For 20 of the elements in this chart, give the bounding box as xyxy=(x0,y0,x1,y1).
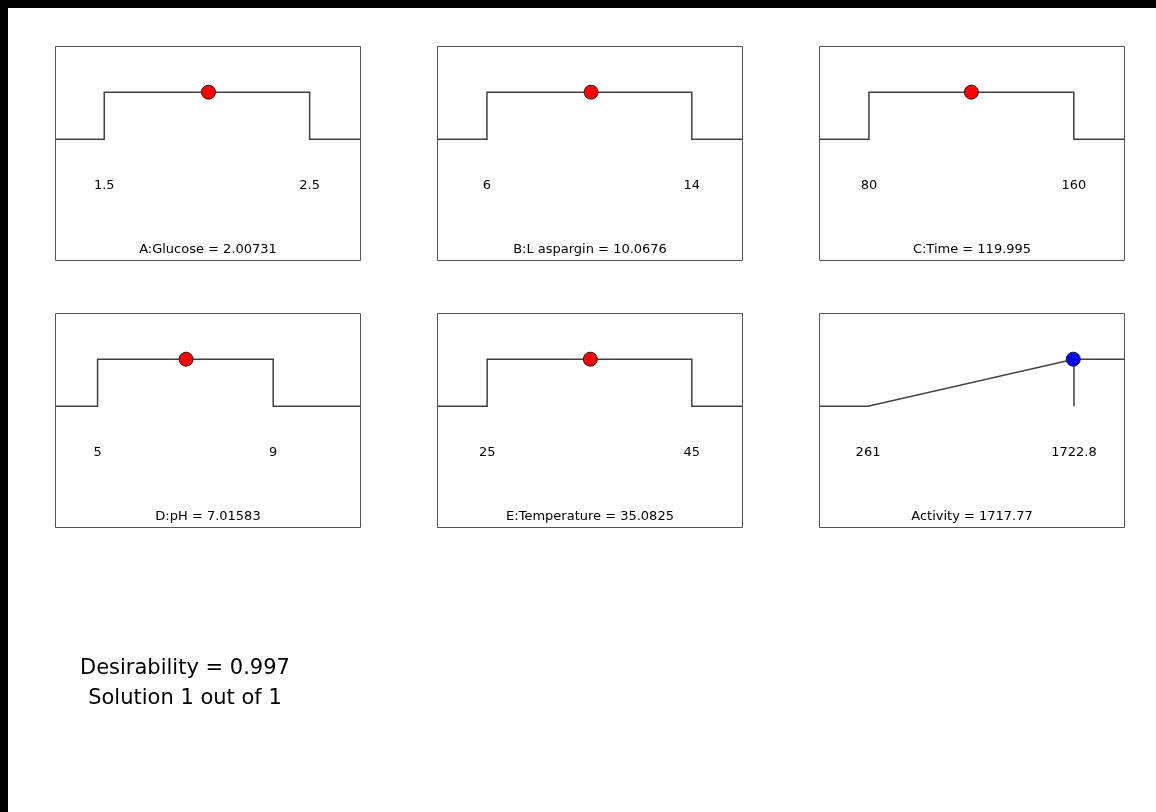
x-tick-label: 9 xyxy=(269,443,278,459)
x-axis-title: C:Time = 119.995 xyxy=(912,240,1032,256)
x-tick-label: 14 xyxy=(683,176,701,192)
x-tick-label: 1.5 xyxy=(93,176,115,192)
x-axis-title: A:Glucose = 2.00731 xyxy=(139,240,277,256)
x-tick-label: 2.5 xyxy=(299,176,320,192)
x-axis-title: Activity = 1717.77 xyxy=(911,507,1033,523)
x-tick-label: 25 xyxy=(478,443,496,459)
text: Solution 1 out of 1 xyxy=(87,684,283,711)
x-tick-label: 1722.8 xyxy=(1051,443,1097,459)
x-tick-label: 6 xyxy=(482,176,492,192)
text: Desirability = 0.997 xyxy=(80,654,290,681)
x-tick-label: 5 xyxy=(93,443,102,459)
x-axis-title: B:L aspargin = 10.0676 xyxy=(513,240,667,256)
x-axis-title: D:pH = 7.01583 xyxy=(155,507,261,523)
x-tick-label: 45 xyxy=(683,443,701,459)
x-tick-label: 160 xyxy=(1061,176,1087,192)
x-tick-label: 261 xyxy=(855,443,881,459)
x-axis-title: E:Temperature = 35.0825 xyxy=(506,507,674,523)
x-tick-label: 80 xyxy=(860,176,878,192)
